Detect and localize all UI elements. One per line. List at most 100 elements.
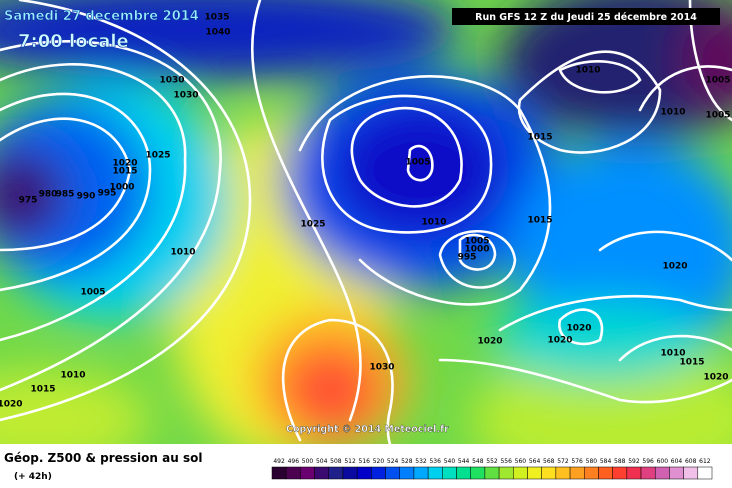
- scale-label: 584: [600, 458, 612, 465]
- scale-swatch: [555, 466, 571, 480]
- scale-label: 524: [387, 458, 399, 465]
- scale-label: 576: [571, 458, 583, 465]
- isobar-label: 1025: [300, 220, 325, 230]
- isobar-label: 1020: [703, 373, 728, 383]
- scale-label: 540: [444, 458, 456, 465]
- scale-swatch: [356, 466, 372, 480]
- isobar-label: 995: [98, 189, 117, 199]
- scale-swatch: [427, 466, 443, 480]
- color-scale: 492 496 500 504 508 512 516 520 524 528 532 536 540 5…: [271, 458, 713, 480]
- isobar-labels: 1035104010301030102510201015100097598098…: [0, 13, 731, 410]
- isobar-label: 975: [19, 196, 38, 206]
- scale-label: 592: [628, 458, 640, 465]
- isobar-label: 985: [56, 190, 75, 200]
- scale-swatch: [513, 466, 528, 480]
- scale-swatch: [683, 466, 699, 480]
- isobar-label: 1030: [159, 76, 184, 86]
- isobar-label: 1020: [477, 337, 502, 347]
- isobar-label: 990: [77, 192, 96, 202]
- scale-swatch: [314, 466, 330, 480]
- isobar-label: 1015: [679, 358, 704, 368]
- isobar-label: 1020: [662, 262, 687, 272]
- isobar-label: 1015: [527, 133, 552, 143]
- isobar-label: 1010: [421, 218, 446, 228]
- scale-label: 544: [458, 458, 470, 465]
- scale-swatch: [541, 466, 557, 480]
- scale-label: 504: [316, 458, 328, 465]
- scale-swatch: [328, 466, 344, 480]
- isobar-label: 1020: [112, 159, 137, 169]
- isobar-label: 1010: [60, 371, 85, 381]
- isobar-label: 1035: [204, 13, 229, 23]
- scale-swatch: [342, 466, 358, 480]
- scale-label: 532: [415, 458, 427, 465]
- scale-label: 608: [685, 458, 697, 465]
- isobar-label: 1030: [369, 363, 394, 373]
- scale-label: 560: [515, 458, 527, 465]
- isobar-label: 980: [39, 190, 58, 200]
- scale-label: 552: [486, 458, 498, 465]
- isobar-label: 1030: [173, 91, 198, 101]
- scale-label: 572: [557, 458, 569, 465]
- isobar-label: 1005: [705, 76, 730, 86]
- scale-label: 568: [543, 458, 555, 465]
- isobar-label: 1015: [112, 167, 137, 177]
- scale-swatch: [612, 466, 628, 480]
- scale-label: 612: [699, 458, 711, 465]
- isobar-label: 1005: [80, 288, 105, 298]
- isobar-label: 1020: [0, 400, 23, 410]
- scale-swatch: [626, 466, 642, 480]
- scale-swatch: [385, 466, 400, 480]
- run-info: Run GFS 12 Z du Jeudi 25 décembre 2014: [475, 12, 697, 23]
- scale-swatch: [669, 466, 684, 480]
- isobar-label: 1010: [660, 108, 685, 118]
- scale-label: 516: [359, 458, 371, 465]
- scale-label: 564: [529, 458, 541, 465]
- scale-label: 596: [642, 458, 654, 465]
- scale-label: 604: [671, 458, 683, 465]
- copyright: Copyright © 2014 Meteociel.fr: [286, 424, 449, 435]
- scale-label: 496: [288, 458, 300, 465]
- isobar-label: 1005: [405, 158, 430, 168]
- isobar-label: 1010: [660, 349, 685, 359]
- isobar-label: 1005: [705, 111, 730, 121]
- isobars: [0, 0, 732, 422]
- footer-title: Géop. Z500 & pression au sol: [4, 451, 202, 465]
- scale-label: 500: [302, 458, 314, 465]
- scale-label: 508: [330, 458, 342, 465]
- isobar-label: 1000: [109, 183, 134, 193]
- footer-background: [0, 444, 732, 488]
- title-block: Samedi 27 decembre 2014 7:00 locale Run …: [4, 8, 720, 435]
- scale-label: 588: [614, 458, 626, 465]
- scale-swatch: [442, 466, 457, 480]
- scale-swatch: [371, 466, 386, 480]
- scale-swatch: [456, 466, 471, 480]
- run-box: [452, 8, 720, 25]
- scale-swatch: [527, 466, 542, 480]
- isobar-label: 1020: [566, 324, 591, 334]
- footer-lead: (+ 42h): [14, 472, 52, 482]
- scale-swatch: [300, 466, 315, 480]
- isobar-label: 1010: [170, 248, 195, 258]
- scale-label: 528: [401, 458, 413, 465]
- scale-swatch: [484, 466, 500, 480]
- isobar-label: 1000: [464, 245, 489, 255]
- isobar-label: 1005: [464, 237, 489, 247]
- scale-swatch: [598, 466, 613, 480]
- map-time: 7:00 locale: [18, 31, 129, 52]
- scale-swatch: [654, 466, 670, 480]
- scale-label: 520: [373, 458, 385, 465]
- scale-swatch: [640, 466, 656, 480]
- scale-swatch: [584, 466, 599, 480]
- scale-swatch: [470, 466, 486, 480]
- scale-swatch: [285, 466, 301, 480]
- scale-swatch: [569, 466, 585, 480]
- isobar-label: 1015: [30, 385, 55, 395]
- scale-swatch: [697, 466, 713, 480]
- scale-label: 512: [344, 458, 356, 465]
- scale-label: 536: [429, 458, 441, 465]
- scale-swatch: [271, 466, 287, 480]
- isobar-label: 1040: [205, 28, 230, 38]
